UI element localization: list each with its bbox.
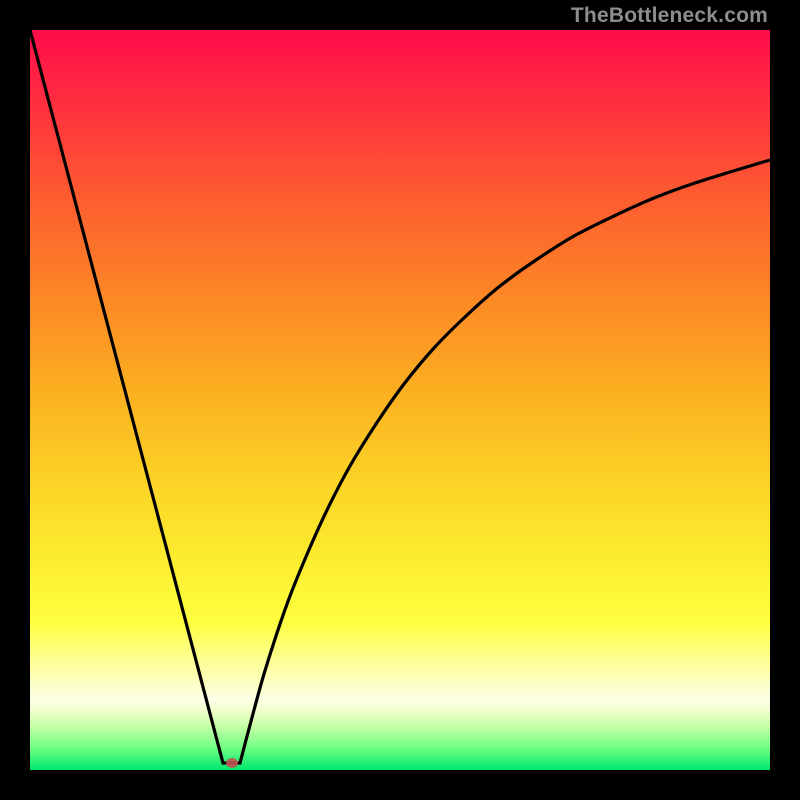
curve-layer [30, 30, 770, 770]
bottleneck-curve [30, 30, 770, 763]
minimum-marker [226, 758, 238, 768]
watermark-text: TheBottleneck.com [571, 4, 768, 28]
plot-area [30, 30, 770, 770]
chart-frame: TheBottleneck.com [0, 0, 800, 800]
